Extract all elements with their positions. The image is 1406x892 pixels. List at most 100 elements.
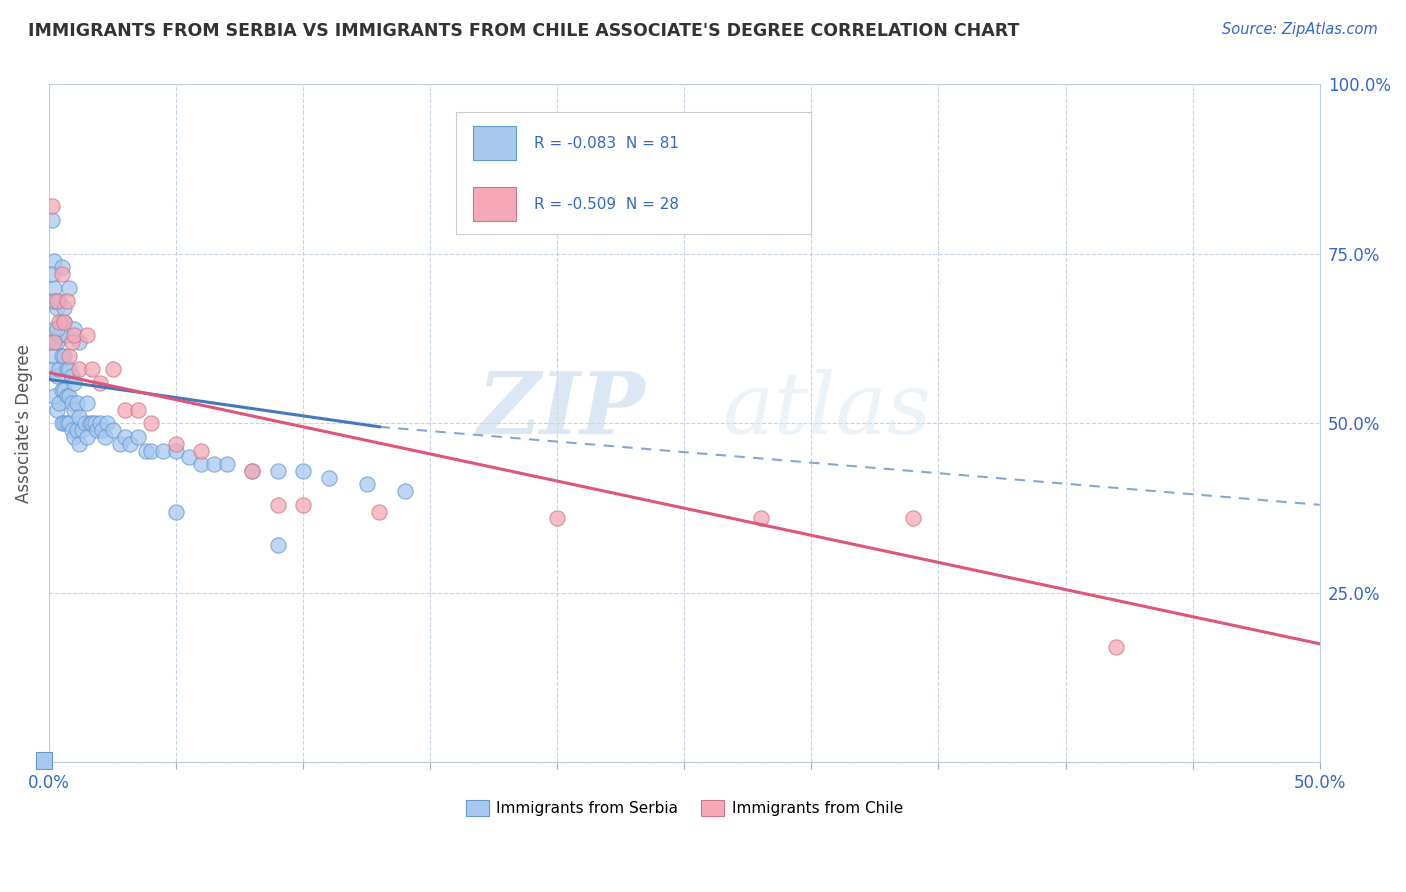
Point — [42, 294, 65, 309]
Point — [60, 368, 83, 383]
Point — [45, 334, 67, 349]
Point — [66, 396, 89, 410]
Point — [76, 396, 98, 410]
Point — [48, 328, 70, 343]
Point — [69, 362, 91, 376]
Point — [79, 417, 101, 431]
Point — [60, 334, 83, 349]
Point — [96, 417, 118, 431]
Point — [83, 417, 105, 431]
Point — [139, 443, 162, 458]
Point — [292, 464, 315, 478]
Point — [165, 505, 187, 519]
Point — [94, 430, 117, 444]
Point — [127, 430, 149, 444]
Point — [127, 403, 149, 417]
Point — [55, 294, 77, 309]
Point — [139, 417, 162, 431]
Point — [152, 443, 174, 458]
Text: Source: ZipAtlas.com: Source: ZipAtlas.com — [1222, 22, 1378, 37]
Point — [69, 409, 91, 424]
Point — [394, 484, 416, 499]
Point — [82, 362, 104, 376]
Point — [55, 362, 77, 376]
Point — [190, 457, 212, 471]
Point — [70, 423, 93, 437]
Point — [41, 267, 63, 281]
Point — [41, 362, 63, 376]
Point — [101, 362, 124, 376]
FancyBboxPatch shape — [37, 752, 52, 769]
Point — [108, 437, 131, 451]
Point — [63, 430, 86, 444]
Point — [51, 315, 73, 329]
Point — [42, 253, 65, 268]
Point — [114, 403, 136, 417]
Point — [135, 443, 157, 458]
Point — [42, 334, 65, 349]
Point — [48, 396, 70, 410]
Point — [51, 260, 73, 275]
Point — [76, 328, 98, 343]
Point — [120, 437, 142, 451]
Point — [55, 389, 77, 403]
Point — [63, 328, 86, 343]
Point — [42, 389, 65, 403]
Point — [41, 294, 63, 309]
Point — [51, 417, 73, 431]
Point — [53, 383, 76, 397]
Point — [82, 417, 104, 431]
Point — [114, 430, 136, 444]
Point — [86, 423, 108, 437]
Point — [45, 294, 67, 309]
Point — [58, 389, 80, 403]
Point — [58, 362, 80, 376]
Point — [41, 213, 63, 227]
Point — [165, 443, 187, 458]
Point — [202, 457, 225, 471]
Point — [58, 417, 80, 431]
Point — [51, 267, 73, 281]
Point — [165, 437, 187, 451]
Point — [318, 471, 340, 485]
Point — [60, 423, 83, 437]
Point — [42, 281, 65, 295]
Point — [63, 376, 86, 390]
Point — [76, 430, 98, 444]
Point — [89, 376, 111, 390]
Point — [267, 498, 290, 512]
Point — [267, 539, 290, 553]
Point — [749, 511, 772, 525]
Point — [42, 321, 65, 335]
Point — [48, 315, 70, 329]
Point — [42, 349, 65, 363]
Point — [45, 321, 67, 335]
Point — [45, 403, 67, 417]
Point — [177, 450, 200, 465]
Point — [546, 511, 568, 525]
Point — [63, 321, 86, 335]
Point — [69, 334, 91, 349]
Point — [53, 315, 76, 329]
Point — [1105, 640, 1128, 655]
Point — [91, 423, 114, 437]
Text: ZIP: ZIP — [478, 368, 647, 451]
Point — [215, 457, 238, 471]
Point — [63, 403, 86, 417]
Text: IMMIGRANTS FROM SERBIA VS IMMIGRANTS FROM CHILE ASSOCIATE'S DEGREE CORRELATION C: IMMIGRANTS FROM SERBIA VS IMMIGRANTS FRO… — [28, 22, 1019, 40]
Y-axis label: Associate's Degree: Associate's Degree — [15, 344, 32, 503]
Point — [48, 362, 70, 376]
Point — [55, 417, 77, 431]
Point — [45, 301, 67, 315]
Point — [48, 294, 70, 309]
Point — [292, 498, 315, 512]
Point — [240, 464, 263, 478]
Point — [58, 349, 80, 363]
Point — [53, 315, 76, 329]
Point — [53, 417, 76, 431]
Point — [53, 349, 76, 363]
Point — [368, 505, 391, 519]
Point — [41, 334, 63, 349]
Point — [73, 417, 96, 431]
Point — [45, 368, 67, 383]
